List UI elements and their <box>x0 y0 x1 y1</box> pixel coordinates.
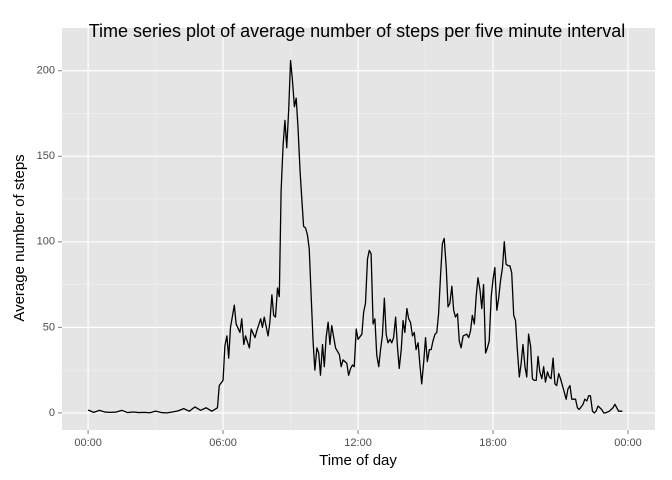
y-tick-label: 200 <box>37 65 55 77</box>
x-axis-label: Time of day <box>319 452 397 469</box>
line <box>87 59 623 414</box>
chart-title: Time series plot of average number of st… <box>89 21 626 41</box>
y-tick-label: 150 <box>37 150 55 162</box>
x-tick-label: 00:00 <box>74 437 102 449</box>
x-tick-label: 00:00 <box>614 437 642 449</box>
y-axis-label: Average number of steps <box>11 154 28 321</box>
x-tick-label: 06:00 <box>209 437 237 449</box>
x-tick-label: 12:00 <box>344 437 372 449</box>
y-tick-label: 100 <box>37 236 55 248</box>
y-tick-label: 0 <box>49 407 55 419</box>
marks <box>87 59 623 414</box>
y-tick-label: 50 <box>43 321 55 333</box>
x-tick-label: 18:00 <box>479 437 507 449</box>
